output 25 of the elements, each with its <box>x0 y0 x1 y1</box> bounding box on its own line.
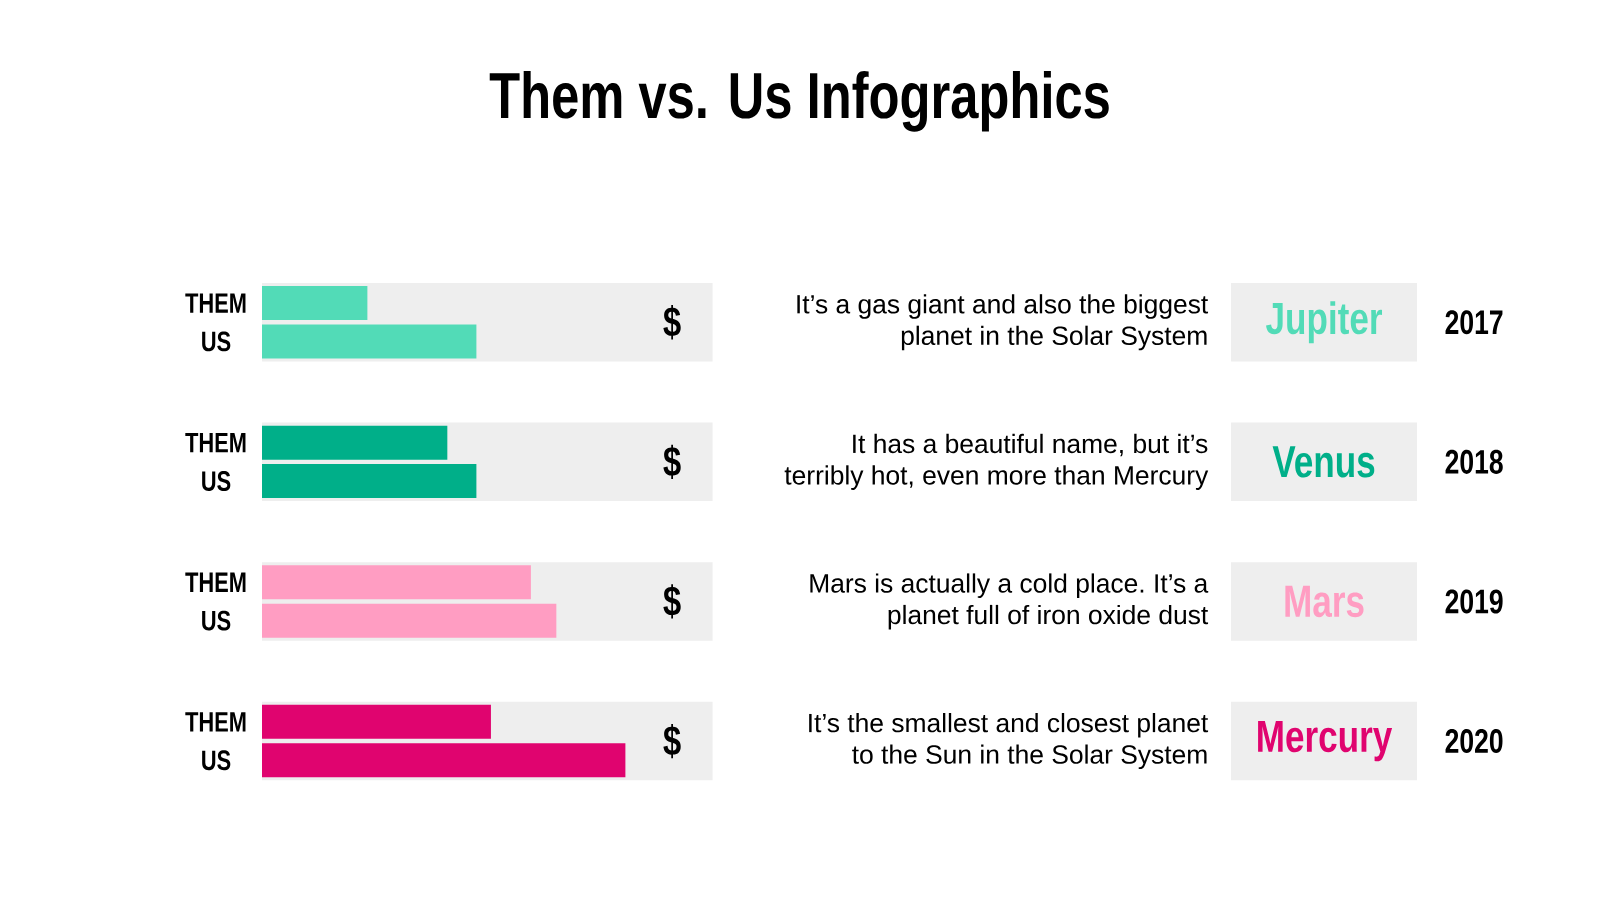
text: It’s a gas giant and also the biggest planet in the Solar System <box>797 294 1209 351</box>
text: $ <box>663 444 681 479</box>
text: It has a beautiful name, but it’s terribly hot, even more than Mercury <box>784 433 1209 490</box>
text: THEM <box>185 712 246 732</box>
series-label: US <box>202 331 231 352</box>
y-tick-label: Venus <box>1272 446 1375 478</box>
text: $ <box>663 723 681 759</box>
text: THEM <box>185 433 246 453</box>
text: THEM <box>185 572 246 592</box>
text: 2018 <box>1445 449 1503 474</box>
text: US <box>202 610 231 631</box>
text: $ <box>663 584 681 619</box>
text: 2017 <box>1445 310 1503 335</box>
text: US <box>202 750 231 771</box>
text: Them vs. Us Infographics <box>489 70 1109 132</box>
text: $ <box>663 305 681 340</box>
y-tick-label: Mars <box>1285 585 1364 618</box>
text: 2019 <box>1445 589 1503 614</box>
y-tick-label: Mercury <box>1258 720 1393 762</box>
series-label: THEM <box>185 293 246 313</box>
text: Mars is actually a cold place. It’s a planet full of iron oxide dust <box>810 573 1209 630</box>
text: US <box>202 471 231 491</box>
text: 2020 <box>1445 729 1503 754</box>
y-tick-label: Jupiter <box>1266 301 1383 344</box>
text: It’s the smallest and closest planet to the Sun in the Solar System <box>809 712 1209 770</box>
